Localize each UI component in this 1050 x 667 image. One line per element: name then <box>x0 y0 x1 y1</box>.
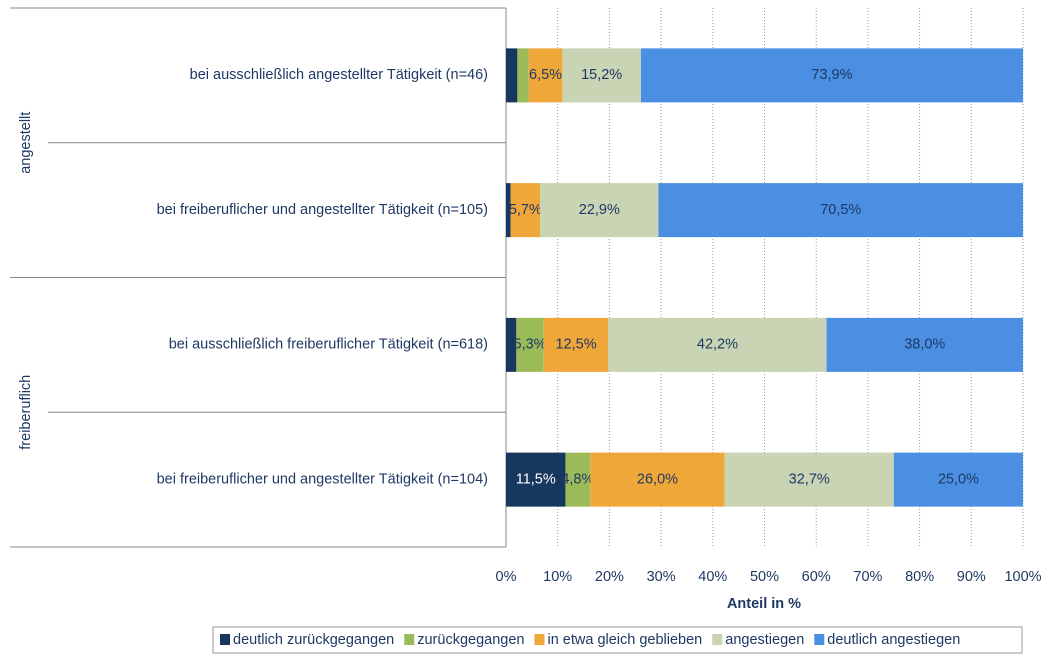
bar-segment <box>506 452 566 507</box>
data-label: 15,2% <box>581 67 622 83</box>
data-label: 26,0% <box>637 471 678 487</box>
bar-segment <box>724 452 894 507</box>
data-label: 4,8% <box>561 471 594 487</box>
x-tick-label: 0% <box>496 569 517 585</box>
bar-segment <box>608 317 827 372</box>
category-label: bei ausschließlich freiberuflicher Tätig… <box>169 337 488 353</box>
x-tick-label: 90% <box>957 569 986 585</box>
x-tick-label: 40% <box>698 569 727 585</box>
data-label: 38,0% <box>904 337 945 353</box>
legend-label: deutlich zurückgegangen <box>233 632 394 648</box>
data-label: 5,7% <box>509 202 542 218</box>
data-label: 6,5% <box>529 67 562 83</box>
group-label: freiberuflich <box>18 375 34 450</box>
bar-segment <box>506 183 511 238</box>
x-tick-label: 50% <box>750 569 779 585</box>
legend-label: deutlich angestiegen <box>827 632 960 648</box>
data-label: 73,9% <box>811 67 852 83</box>
legend-swatch <box>404 634 415 645</box>
bar-segment <box>893 452 1023 507</box>
bar-segment <box>510 183 541 238</box>
category-label: bei ausschließlich angestellter Tätigkei… <box>190 67 488 83</box>
legend-swatch <box>814 634 825 645</box>
bar-segment <box>658 183 1023 238</box>
bar-segment <box>528 48 563 103</box>
legend-label: in etwa gleich geblieben <box>547 632 702 648</box>
legend-swatch <box>220 634 230 645</box>
data-label: 22,9% <box>579 202 620 218</box>
bar-segment <box>565 452 591 507</box>
x-tick-label: 30% <box>647 569 676 585</box>
legend-swatch <box>712 634 723 645</box>
x-tick-label: 20% <box>595 569 624 585</box>
data-label: 25,0% <box>938 471 979 487</box>
x-tick-label: 70% <box>853 569 882 585</box>
x-tick-label: 80% <box>905 569 934 585</box>
data-label: 12,5% <box>555 337 596 353</box>
data-label: 32,7% <box>789 471 830 487</box>
legend-swatch <box>534 634 545 645</box>
bar-segment <box>540 183 659 238</box>
x-axis-title: Anteil in % <box>727 596 801 612</box>
bar-segment <box>640 48 1023 103</box>
x-tick-label: 100% <box>1004 569 1041 585</box>
bar-segment <box>590 452 725 507</box>
bar-segment <box>826 317 1023 372</box>
x-tick-label: 10% <box>543 569 572 585</box>
data-label: 5,3% <box>514 337 547 353</box>
data-label: 11,5% <box>516 471 556 487</box>
bar-segment <box>516 317 544 372</box>
group-label: angestellt <box>18 112 34 174</box>
legend-box <box>212 626 1023 654</box>
data-label: 70,5% <box>820 202 861 218</box>
bar-segment <box>562 48 641 103</box>
bar-segment <box>506 48 518 103</box>
category-label: bei freiberuflicher und angestellter Tät… <box>157 471 488 487</box>
legend-label: zurückgegangen <box>417 632 524 648</box>
bar-segment <box>517 48 529 103</box>
bar-segment <box>543 317 609 372</box>
category-label: bei freiberuflicher und angestellter Tät… <box>157 202 488 218</box>
x-tick-label: 60% <box>802 569 831 585</box>
data-label: 42,2% <box>697 337 738 353</box>
legend-label: angestiegen <box>725 632 804 648</box>
bar-segment <box>506 317 517 372</box>
